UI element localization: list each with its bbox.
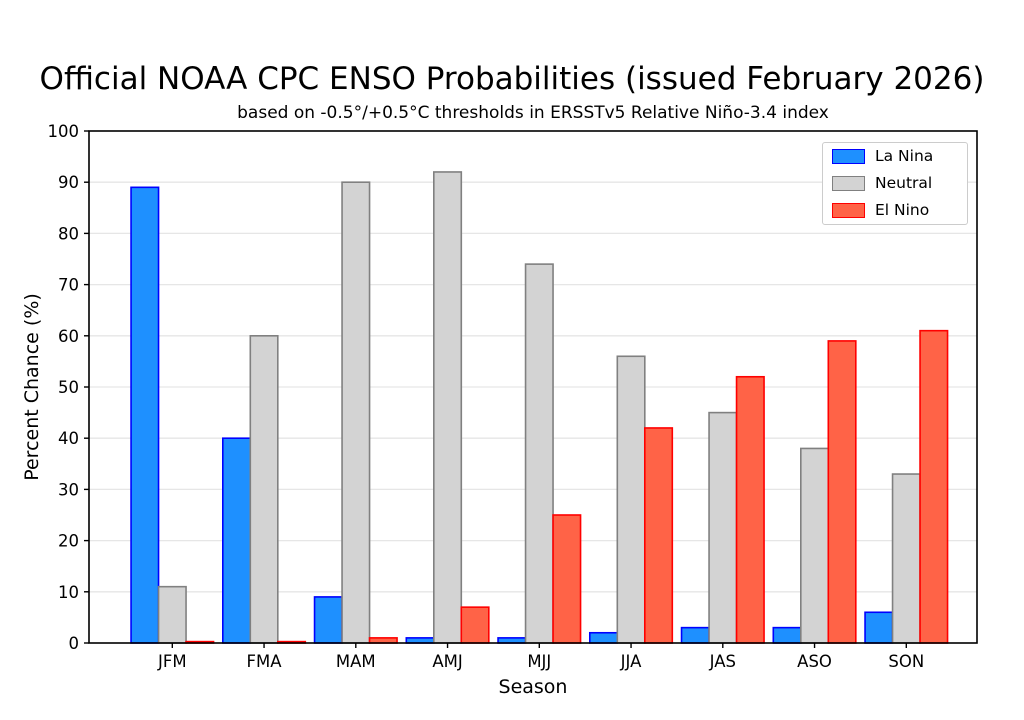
x-tick-label-mjj: MJJ — [527, 652, 551, 671]
tick-labels: 0 10 20 30 40 50 60 70 80 90 100 JFM FMA MAM AMJ MJJ JJA… — [48, 122, 925, 671]
la-nina-bar-mam — [313, 596, 343, 644]
el-nino-label: El Nino — [875, 200, 930, 219]
el-nino-bar-mjj — [552, 514, 582, 644]
y-tick-label-70: 70 — [58, 276, 79, 295]
legend-item-la-nina: La Nina — [832, 147, 958, 165]
y-tick-label-80: 80 — [58, 224, 79, 243]
chart-title: Official NOAA CPC ENSO Probabilities (is… — [40, 61, 985, 97]
neutral-bar-mjj — [524, 263, 554, 644]
neutral-bar-son — [891, 473, 921, 644]
la-nina-swatch — [832, 149, 865, 165]
neutral-swatch — [832, 176, 865, 191]
el-nino-bar-jas — [735, 375, 765, 644]
x-tick-label-jfm: JFM — [157, 652, 187, 671]
la-nina-bar-fma — [222, 437, 252, 644]
y-tick-label-50: 50 — [58, 378, 79, 397]
y-axis-label: Percent Chance (%) — [21, 293, 43, 481]
el-nino-bar-jja — [643, 427, 674, 644]
y-tick-label-60: 60 — [58, 327, 79, 346]
x-tick-label-son: SON — [888, 652, 924, 671]
y-tick-label-30: 30 — [58, 480, 79, 499]
chart-subtitle: based on -0.5°/+0.5°C thresholds in ERSS… — [237, 103, 829, 123]
legend: La Nina Neutral El Nino — [822, 142, 968, 225]
el-nino-swatch — [832, 202, 865, 218]
y-tick-label-0: 0 — [69, 634, 80, 653]
neutral-label: Neutral — [875, 173, 933, 192]
legend-item-neutral: Neutral — [832, 173, 958, 192]
x-tick-label-jas: JAS — [709, 652, 736, 671]
neutral-bar-fma — [249, 334, 279, 644]
el-nino-bar-aso — [827, 340, 857, 644]
x-tick-label-amj: AMJ — [432, 652, 462, 671]
x-tick-label-jja: JJA — [620, 652, 642, 671]
la-nina-bar-jas — [680, 626, 710, 644]
y-tick-label-20: 20 — [58, 532, 79, 551]
neutral-bar-mam — [341, 181, 371, 644]
x-tick-label-mam: MAM — [336, 652, 376, 671]
neutral-bar-aso — [799, 447, 830, 644]
x-axis-label: Season — [499, 676, 568, 698]
y-tick-label-100: 100 — [48, 122, 80, 141]
axis-ticks — [84, 130, 907, 648]
la-nina-bar-jja — [588, 631, 619, 644]
y-tick-label-90: 90 — [58, 173, 79, 192]
y-tick-label-40: 40 — [58, 429, 79, 448]
x-tick-label-fma: FMA — [247, 652, 283, 671]
el-nino-bar-amj — [460, 606, 490, 644]
el-nino-bar-son — [919, 329, 949, 644]
la-nina-bar-jfm — [130, 186, 160, 644]
neutral-bar-jfm — [157, 585, 187, 644]
la-nina-label: La Nina — [875, 147, 934, 165]
la-nina-bar-aso — [772, 626, 802, 644]
neutral-bar-jja — [616, 355, 646, 644]
la-nina-bar-son — [864, 611, 894, 644]
legend-item-el-nino: El Nino — [832, 200, 958, 219]
y-tick-label-10: 10 — [58, 583, 79, 602]
neutral-bar-jas — [708, 411, 738, 644]
x-tick-label-aso: ASO — [797, 652, 832, 671]
bars — [130, 171, 949, 644]
neutral-bar-amj — [432, 171, 463, 644]
